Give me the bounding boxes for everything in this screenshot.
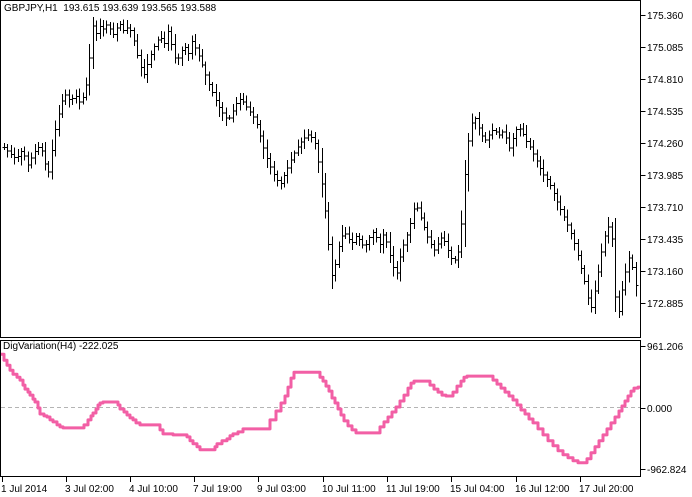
- time-tick-label: 15 Jul 04:00: [450, 484, 505, 495]
- time-tick-label: 9 Jul 03:00: [257, 484, 306, 495]
- price-tick-label: 175.085: [647, 43, 684, 54]
- price-tick-label: 175.360: [647, 11, 684, 22]
- price-chart-pane[interactable]: [0, 0, 640, 337]
- price-tick-label: 174.260: [647, 139, 684, 150]
- indicator-pane[interactable]: [0, 340, 640, 477]
- time-scale[interactable]: [0, 477, 692, 497]
- time-tick-label: 3 Jul 02:00: [65, 484, 114, 495]
- price-tick-label: 173.435: [647, 235, 684, 246]
- indicator-line: [1, 352, 640, 465]
- time-tick-label: 17 Jul 20:00: [579, 484, 634, 495]
- time-tick-label: 16 Jul 12:00: [515, 484, 570, 495]
- price-tick-label: 174.810: [647, 75, 684, 86]
- time-tick-label: 4 Jul 10:00: [129, 484, 178, 495]
- price-scale[interactable]: [640, 0, 692, 477]
- price-tick-label: 172.885: [647, 299, 684, 310]
- price-bars: [2, 17, 639, 318]
- scales: 175.360 175.085 174.810 174.535 174.260 173.9…: [1, 11, 687, 495]
- price-tick-label: 173.160: [647, 267, 684, 278]
- time-tick-label: 7 Jul 19:00: [193, 484, 242, 495]
- indicator-tick-label: -962.824: [647, 465, 687, 476]
- time-tick-label: 11 Jul 19:00: [386, 484, 440, 495]
- price-tick-label: 173.985: [647, 171, 684, 182]
- indicator-tick-label: 961.206: [647, 342, 684, 353]
- price-tick-label: 173.710: [647, 203, 684, 214]
- time-tick-label: 1 Jul 2014: [1, 484, 48, 495]
- price-tick-label: 174.535: [647, 107, 684, 118]
- indicator-tick-label: 0.000: [647, 404, 672, 415]
- time-tick-label: 10 Jul 11:00: [322, 484, 376, 495]
